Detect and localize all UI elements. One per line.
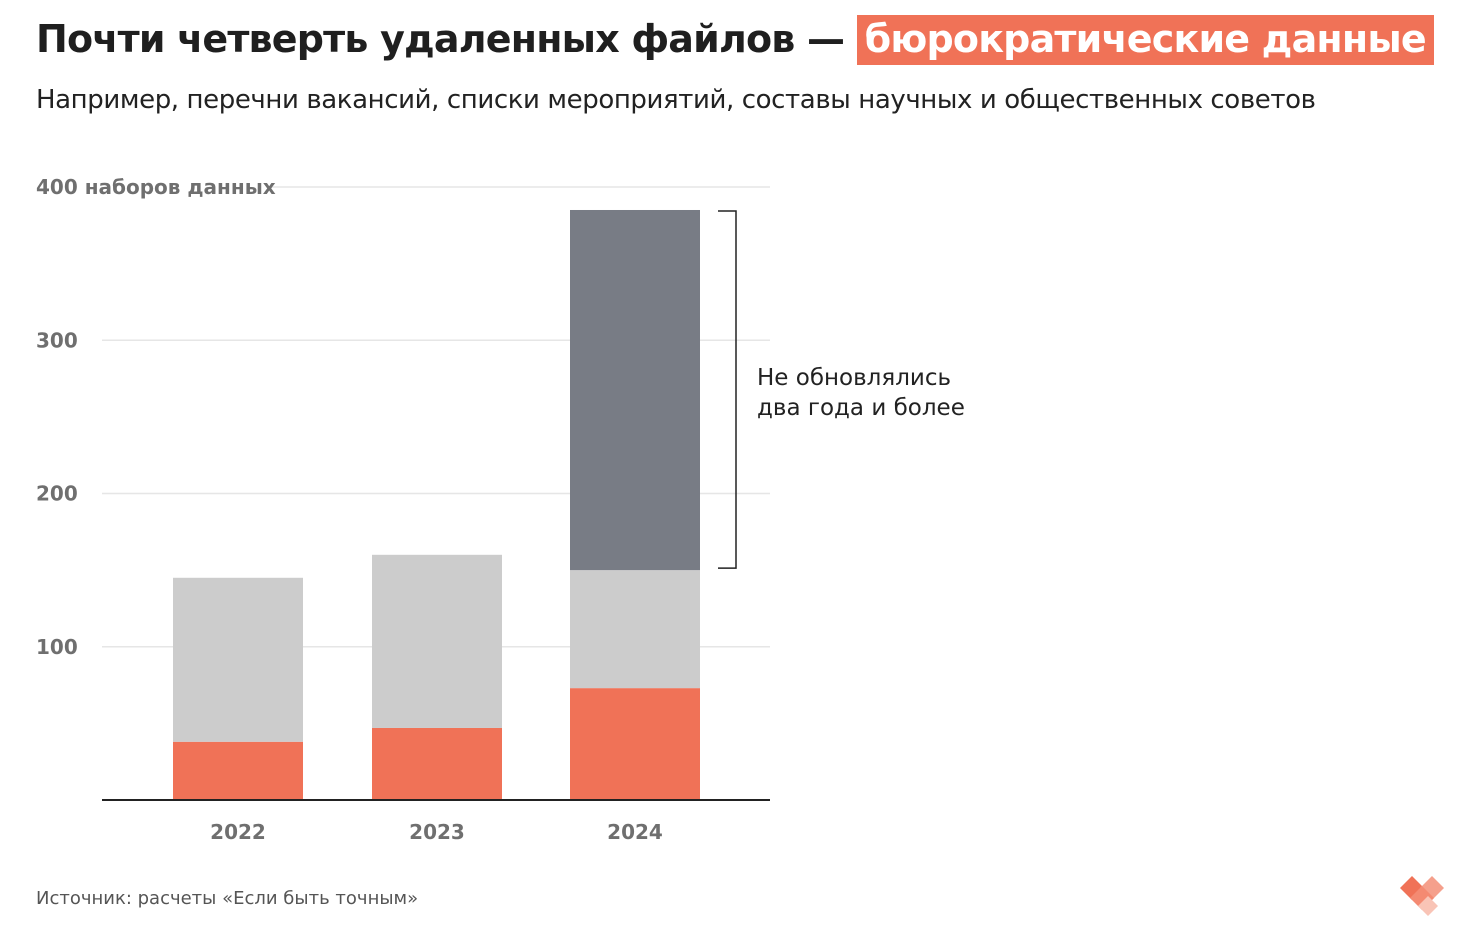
y-tick-label: 100 (36, 635, 78, 659)
bar-segment-orange (570, 688, 700, 800)
bar-segment-orange (372, 727, 502, 800)
bar-segment-dark (570, 209, 700, 571)
source-note: Источник: расчеты «Если быть точным» (36, 888, 419, 909)
chart-subtitle: Например, перечни вакансий, списки мероп… (36, 85, 1316, 115)
x-tick-label: 2024 (607, 820, 663, 844)
x-tick-labels: 2022 2023 2024 (210, 820, 663, 844)
title-highlight: бюрократические данные (856, 15, 1434, 65)
x-tick-label: 2022 (210, 820, 266, 844)
bar-segment-light (570, 570, 700, 689)
bars (173, 209, 700, 800)
y-tick-label: 300 (36, 328, 78, 352)
x-tick-label: 2023 (409, 820, 465, 844)
y-tick-label: 200 (36, 482, 78, 506)
heart-logo-icon (1400, 876, 1444, 916)
chart-title: Почти четверть удаленных файлов — бюрокр… (36, 10, 1434, 68)
annotation-line-2: два года и более (757, 395, 965, 421)
bar-segment-light (173, 577, 303, 742)
bar-segment-orange (173, 741, 303, 800)
annotation-bracket (718, 210, 737, 569)
title-main: Почти четверть удаленных файлов — (36, 17, 857, 61)
bar-segment-light (372, 554, 502, 728)
y-tick-labels: 100 200 300 400 наборов данных (36, 175, 276, 659)
annotation: Не обновлялись два года и более (718, 210, 965, 569)
y-tick-label: 400 наборов данных (36, 175, 276, 199)
annotation-line-1: Не обновлялись (757, 365, 951, 391)
